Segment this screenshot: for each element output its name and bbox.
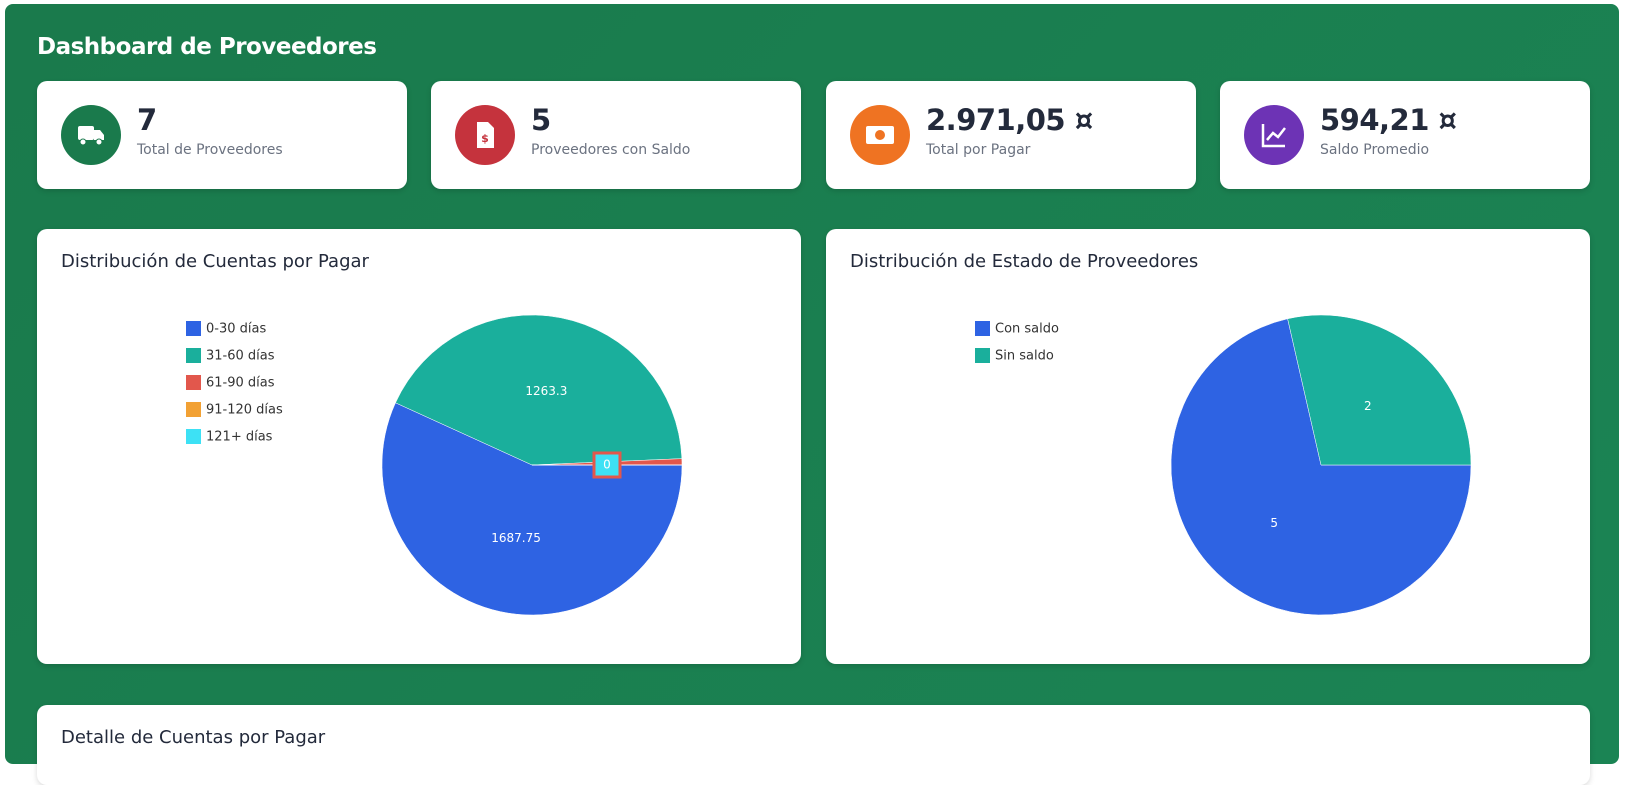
legend-label: 61-90 días <box>206 376 275 391</box>
slice-label: 1687.75 <box>491 531 541 545</box>
chart-title: Distribución de Cuentas por Pagar <box>61 251 369 272</box>
pie-slice <box>395 314 683 466</box>
legend-swatch <box>975 321 990 336</box>
chart-title: Distribución de Estado de Proveedores <box>850 251 1199 272</box>
legend-label: Sin saldo <box>995 349 1054 364</box>
pie-chart: 1687.75 1263.3 0 0-30 días 31-60 días 61-90 d… <box>186 314 683 616</box>
stat-card: 2.971,05 ¤ Total por Pagar <box>826 81 1196 189</box>
legend-swatch <box>186 348 201 363</box>
legend-label: 91-120 días <box>206 403 283 418</box>
legend-label: 31-60 días <box>206 349 275 364</box>
legend-swatch <box>186 321 201 336</box>
stat-card: 594,21 ¤ Saldo Promedio <box>1220 81 1590 189</box>
pie-slice <box>381 402 683 616</box>
legend-swatch <box>186 429 201 444</box>
label-box <box>592 451 622 479</box>
detail-title: Detalle de Cuentas por Pagar <box>61 727 326 748</box>
svg-text:$: $ <box>481 132 489 145</box>
legend-swatch <box>186 375 201 390</box>
legend-label: 0-30 días <box>206 322 266 337</box>
card-label: Proveedores con Saldo <box>531 142 691 158</box>
slice-label: 2 <box>1364 399 1372 413</box>
card-label: Total de Proveedores <box>137 142 283 158</box>
legend-swatch <box>186 402 201 417</box>
card-value: 7 <box>137 103 157 137</box>
card-value: 2.971,05 ¤ <box>926 103 1093 137</box>
stat-card: $ 5 Proveedores con Saldo <box>431 81 801 189</box>
card-label: Saldo Promedio <box>1320 142 1430 158</box>
chart-panel: Distribución de Estado de Proveedores 5 2… <box>826 229 1590 664</box>
card-value: 594,21 ¤ <box>1320 103 1457 137</box>
pie-slice <box>1287 314 1472 466</box>
invoice-icon: $ <box>455 105 515 165</box>
legend-label: Con saldo <box>995 322 1059 337</box>
card-value: 5 <box>531 103 551 137</box>
stat-card: 7 Total de Proveedores <box>37 81 407 189</box>
page-title: Dashboard de Proveedores <box>37 34 377 60</box>
money-icon <box>850 105 910 165</box>
pie-slice <box>1170 318 1472 616</box>
legend-swatch <box>975 348 990 363</box>
chart-panel: Distribución de Cuentas por Pagar 1687.7… <box>37 229 801 664</box>
page: Dashboard de Proveedores 7 Total de Prov… <box>5 4 1619 764</box>
chart-icon <box>1244 105 1304 165</box>
pie-chart: 5 2 Con saldo Sin saldo <box>975 314 1472 616</box>
legend-label: 121+ días <box>206 430 273 445</box>
truck-icon <box>61 105 121 165</box>
slice-label: 0 <box>603 458 611 472</box>
slice-label: 5 <box>1270 516 1278 530</box>
slice-label: 1263.3 <box>525 384 567 398</box>
card-label: Total por Pagar <box>926 142 1031 158</box>
detail-panel: Detalle de Cuentas por Pagar <box>37 705 1590 785</box>
